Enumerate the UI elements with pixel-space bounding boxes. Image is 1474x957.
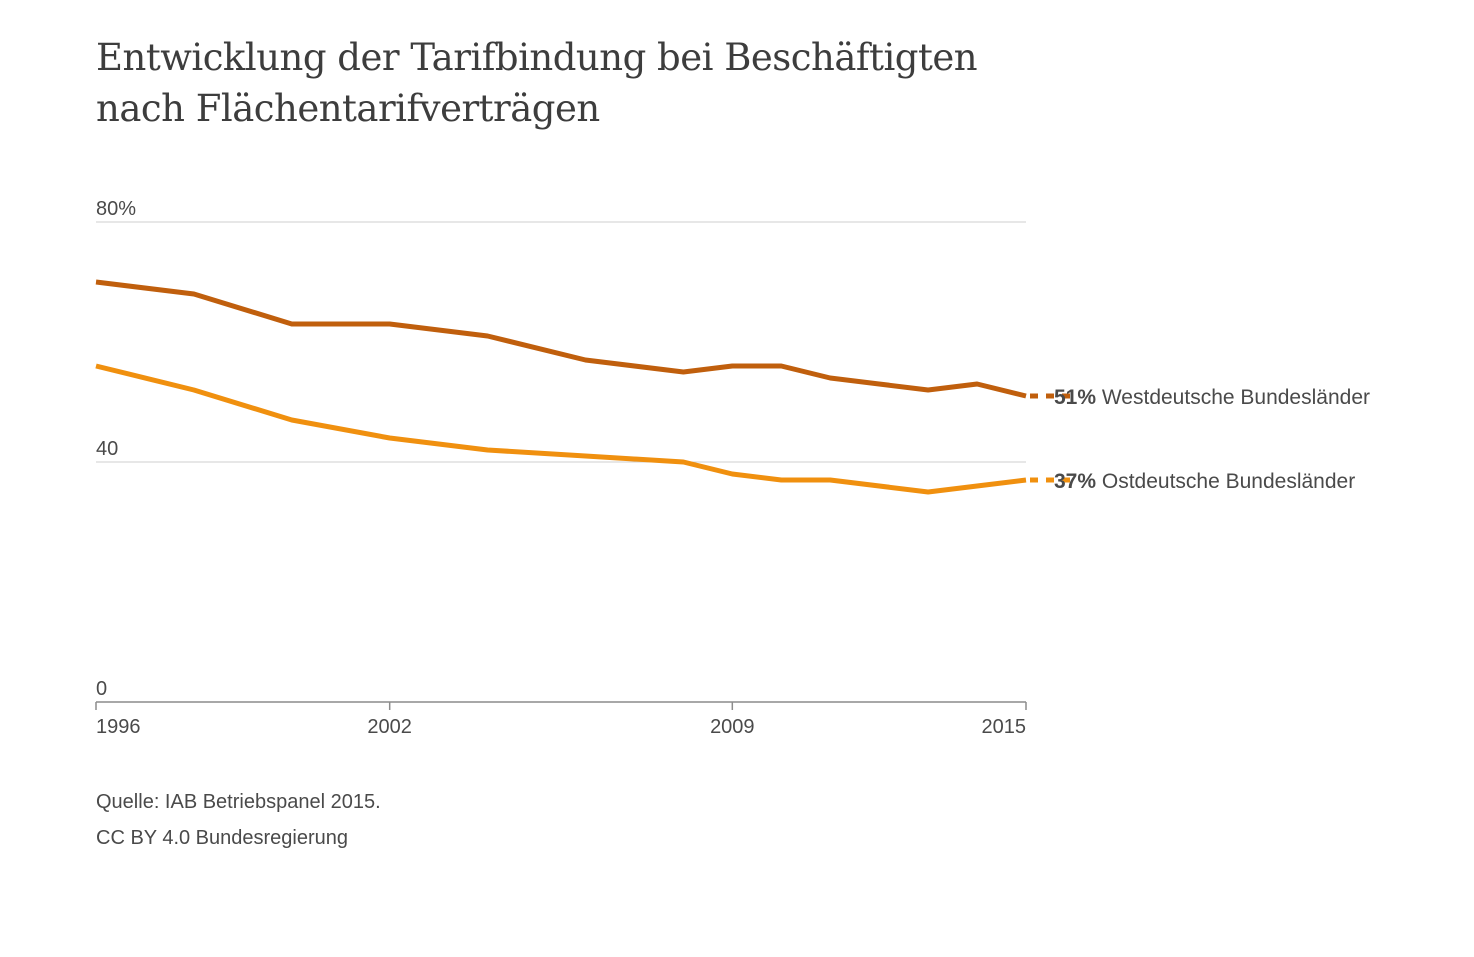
y-tick-label: 80% [96,198,136,220]
series-labels: 51% Westdeutsche Bundesländer 37% Ostdeut… [1054,386,1370,493]
series-name-label: Westdeutsche Bundesländer [1096,386,1370,409]
x-tick-label: 1996 [96,716,141,738]
series-line-1 [95,363,1027,495]
y-tick-label: 0 [96,678,107,700]
x-axis-ticks: 1996 2002 2009 2015 [95,702,1027,738]
y-axis-ticks: 0 40 80% [96,198,136,700]
series-value-label: 37% [1054,470,1096,493]
gridlines [96,221,1026,703]
series-label: 37% Ostdeutsche Bundesländer [1054,470,1355,493]
chart-footer: Quelle: IAB Betriebspanel 2015. CC BY 4.… [96,784,381,856]
x-tick-label: 2015 [982,716,1027,738]
series-name-label: Ostdeutsche Bundesländer [1096,470,1355,493]
x-tick-label: 2009 [710,716,755,738]
series-line-0 [95,279,1027,399]
x-tick-label: 2002 [367,716,412,738]
chart-title: Entwicklung der Tarifbindung bei Beschäf… [96,36,978,130]
series-lines [95,279,1070,495]
y-tick-label: 40 [96,438,118,460]
license-note: CC BY 4.0 Bundesregierung [96,827,349,849]
series-label: 51% Westdeutsche Bundesländer [1054,386,1370,409]
series-value-label: 51% [1054,386,1096,409]
source-note: Quelle: IAB Betriebspanel 2015. [96,791,381,813]
